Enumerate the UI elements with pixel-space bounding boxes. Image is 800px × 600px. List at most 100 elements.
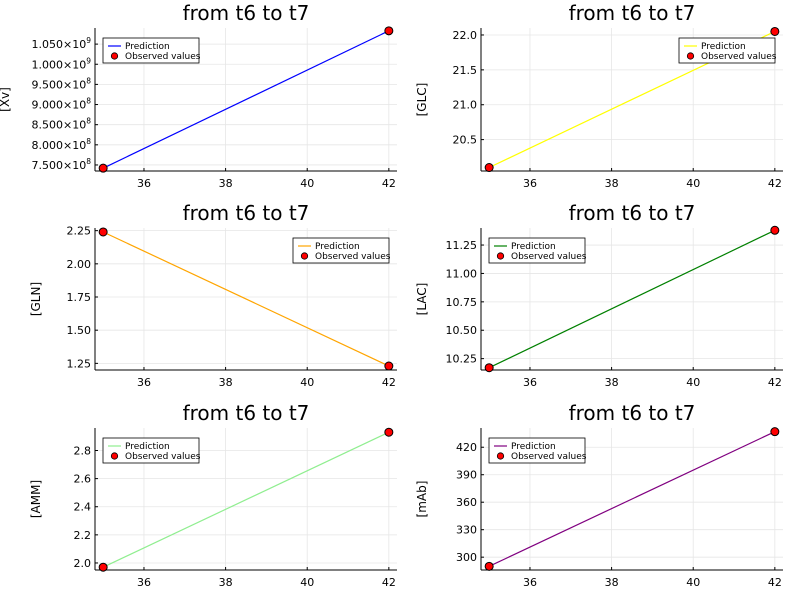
y-tick-label: 21.0 bbox=[453, 99, 478, 112]
subplot-gln: from t6 to t7 [GLN] 36 38 40 42 1.25 1.50 1.75 2.… bbox=[29, 201, 397, 389]
subplot-mab: from t6 to t7 [mAb] 36 38 40 42 300 330 360 390 42… bbox=[415, 401, 783, 589]
observed-point bbox=[770, 225, 780, 235]
y-tick-label: 420 bbox=[456, 441, 477, 454]
prediction-line bbox=[488, 229, 776, 369]
y-tick-label: 2.4 bbox=[74, 501, 92, 514]
y-tick-mantissa: 9.500×10 bbox=[32, 78, 87, 91]
x-tick-label: 38 bbox=[605, 177, 619, 190]
y-tick-label: 20.5 bbox=[453, 134, 478, 147]
prediction-line bbox=[488, 431, 776, 567]
y-tick-label: 8.500×108 bbox=[32, 117, 92, 132]
legend-marker-swatch bbox=[110, 52, 119, 60]
y-tick-mantissa: 8.000×10 bbox=[32, 139, 87, 152]
x-tick-label: 42 bbox=[382, 177, 396, 190]
x-tick-label: 38 bbox=[605, 376, 619, 389]
x-tick-label: 42 bbox=[382, 576, 396, 589]
legend-label: Observed values bbox=[125, 452, 201, 462]
x-tick-label: 42 bbox=[768, 376, 782, 389]
subplot-glc: from t6 to t7 [GLC] 36 38 40 42 20.5 21.0 21.5 22… bbox=[415, 1, 783, 190]
x-tick-label: 36 bbox=[523, 177, 537, 190]
observed-point bbox=[384, 427, 394, 437]
y-tick-mantissa: 1.000×10 bbox=[32, 58, 87, 71]
y-tick-exponent: 8 bbox=[86, 76, 91, 85]
subplot-xv: from t6 to t7[Xv]36 38 40 427.500×1088.000×… bbox=[0, 1, 397, 190]
y-tick-label: 11.00 bbox=[446, 267, 478, 280]
legend-marker-swatch bbox=[110, 452, 119, 460]
y-tick-exponent: 9 bbox=[86, 36, 91, 45]
y-axis-label: [GLN] bbox=[29, 282, 43, 316]
observed-point bbox=[770, 26, 780, 36]
observed-point bbox=[484, 163, 494, 173]
x-tick-label: 40 bbox=[300, 177, 314, 190]
observed-point bbox=[484, 363, 494, 373]
y-axis-label: [LAC] bbox=[415, 283, 429, 316]
chart-title: from t6 to t7 bbox=[569, 401, 696, 425]
legend-box bbox=[488, 237, 586, 264]
y-tick-label: 2.8 bbox=[74, 444, 92, 457]
x-tick-label: 36 bbox=[523, 576, 537, 589]
y-tick-mantissa: 1.050×10 bbox=[32, 38, 87, 51]
y-tick-label: 22.0 bbox=[453, 29, 478, 42]
x-tick-label: 42 bbox=[382, 376, 396, 389]
y-tick-label: 11.25 bbox=[446, 239, 478, 252]
y-tick-label: 1.50 bbox=[67, 324, 92, 337]
observed-point bbox=[484, 561, 494, 571]
y-tick-exponent: 8 bbox=[86, 137, 91, 146]
y-tick-label: 300 bbox=[456, 551, 477, 564]
x-tick-label: 42 bbox=[768, 576, 782, 589]
legend-label: Prediction bbox=[701, 42, 746, 52]
y-axis-label: [GLC] bbox=[415, 83, 429, 117]
y-tick-label: 390 bbox=[456, 469, 477, 482]
y-tick-label: 10.75 bbox=[446, 296, 478, 309]
y-tick-label: 2.0 bbox=[74, 557, 92, 570]
observed-point bbox=[98, 562, 108, 572]
x-tick-label: 42 bbox=[768, 177, 782, 190]
y-tick-mantissa: 9.000×10 bbox=[32, 99, 87, 112]
y-tick-label: 7.500×108 bbox=[32, 157, 92, 172]
y-tick-label: 1.75 bbox=[67, 291, 92, 304]
y-tick-exponent: 8 bbox=[86, 157, 91, 166]
legend-label: Observed values bbox=[125, 52, 201, 62]
observed-point bbox=[98, 227, 108, 237]
legend-label: Prediction bbox=[511, 442, 556, 452]
x-tick-label: 40 bbox=[686, 376, 700, 389]
y-tick-mantissa: 7.500×10 bbox=[32, 159, 87, 172]
x-tick-label: 36 bbox=[137, 576, 151, 589]
prediction-line bbox=[102, 231, 390, 367]
x-tick-label: 38 bbox=[219, 177, 233, 190]
y-tick-label: 1.050×109 bbox=[32, 36, 92, 51]
legend-label: Prediction bbox=[125, 42, 170, 52]
y-tick-label: 10.25 bbox=[446, 353, 478, 366]
y-tick-mantissa: 8.500×10 bbox=[32, 119, 87, 132]
legend-box bbox=[292, 237, 390, 264]
subplot-amm: from t6 to t7 [AMM] 36 38 40 42 2.0 2.2 2.4 2.6 2.… bbox=[29, 401, 397, 589]
x-tick-label: 38 bbox=[219, 376, 233, 389]
observed-point bbox=[384, 26, 394, 36]
y-tick-label: 9.000×108 bbox=[32, 97, 92, 112]
y-tick-label: 360 bbox=[456, 496, 477, 509]
y-tick-exponent: 9 bbox=[86, 56, 91, 65]
x-tick-label: 36 bbox=[523, 376, 537, 389]
x-tick-label: 40 bbox=[300, 376, 314, 389]
y-axis-label: [AMM] bbox=[29, 480, 43, 518]
y-tick-label: 2.6 bbox=[74, 473, 92, 486]
x-tick-label: 40 bbox=[300, 576, 314, 589]
x-tick-label: 36 bbox=[137, 177, 151, 190]
legend-label: Prediction bbox=[125, 442, 170, 452]
chart-title: from t6 to t7 bbox=[183, 401, 310, 425]
x-tick-label: 40 bbox=[686, 177, 700, 190]
y-tick-label: 330 bbox=[456, 524, 477, 537]
x-tick-label: 40 bbox=[686, 576, 700, 589]
subplot-lac: from t6 to t7 [LAC] 36 38 40 42 10.25 10.50 10.7… bbox=[415, 201, 783, 389]
legend-label: Observed values bbox=[701, 52, 777, 62]
legend-marker-swatch bbox=[496, 452, 505, 460]
y-tick-exponent: 8 bbox=[86, 97, 91, 106]
y-tick-label: 8.000×108 bbox=[32, 137, 92, 152]
chart-title: from t6 to t7 bbox=[183, 201, 310, 225]
legend-marker-swatch bbox=[300, 252, 309, 260]
